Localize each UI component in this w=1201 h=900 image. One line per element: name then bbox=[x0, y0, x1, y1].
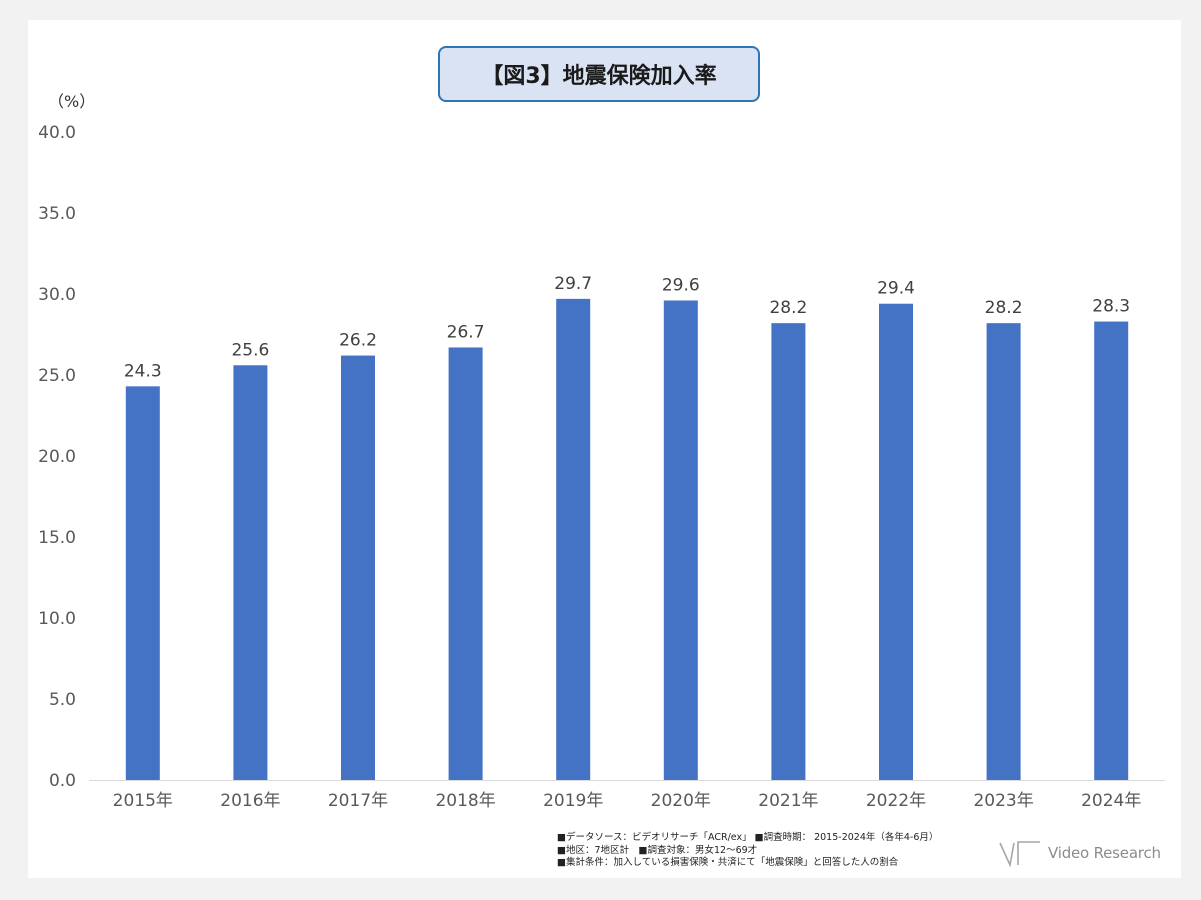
bars bbox=[125, 298, 1129, 780]
y-axis-ticks: 0.0 5.0 10.0 15.0 20.0 25.0 30.0 35.0 40.0 bbox=[38, 123, 76, 791]
footnote-area: ■地区：7地区計 ■調査対象：男女12～69才 bbox=[557, 844, 758, 856]
bar bbox=[879, 303, 913, 780]
data-label: 29.4 bbox=[877, 279, 915, 299]
x-tick-label: 2016年 bbox=[220, 791, 280, 811]
data-label: 24.3 bbox=[124, 361, 162, 381]
y-tick-label: 15.0 bbox=[38, 528, 76, 548]
x-tick-label: 2015年 bbox=[113, 791, 173, 811]
data-labels: 24.3 25.6 26.2 26.7 29.7 29.6 28.2 29.4 28.2 28.3 bbox=[124, 274, 1130, 381]
x-tick-label: 2017年 bbox=[328, 791, 388, 811]
x-tick-label: 2024年 bbox=[1081, 791, 1141, 811]
chart-title: 【図3】地震保険加入率 bbox=[438, 46, 760, 102]
bar bbox=[125, 386, 160, 780]
data-label: 25.6 bbox=[231, 340, 269, 360]
footnote-source: ■データソース：ビデオリサーチ「ACR/ex」 ■調査時期： 2015-2024… bbox=[557, 832, 939, 843]
data-label: 28.2 bbox=[985, 298, 1023, 318]
videoresearch-logo: Video Research bbox=[998, 838, 1161, 868]
y-tick-label: 5.0 bbox=[49, 690, 76, 710]
data-label: 29.6 bbox=[662, 275, 700, 295]
y-tick-label: 10.0 bbox=[38, 609, 76, 629]
data-label: 29.7 bbox=[554, 274, 592, 294]
bar bbox=[556, 298, 591, 780]
videoresearch-logo-icon bbox=[999, 841, 1040, 867]
bar bbox=[341, 355, 375, 780]
data-label: 26.7 bbox=[447, 322, 485, 342]
y-tick-label: 40.0 bbox=[38, 123, 76, 143]
x-tick-label: 2023年 bbox=[973, 791, 1033, 811]
bar bbox=[663, 300, 698, 780]
data-label: 28.3 bbox=[1092, 297, 1130, 317]
bar bbox=[1094, 321, 1129, 780]
y-axis-unit-label: （%） bbox=[48, 92, 96, 111]
logo-text: Video Research bbox=[1048, 844, 1161, 862]
footnotes: ■データソース：ビデオリサーチ「ACR/ex」 ■調査時期： 2015-2024… bbox=[557, 832, 938, 870]
x-tick-label: 2019年 bbox=[543, 791, 603, 811]
bar bbox=[771, 323, 806, 780]
data-label: 26.2 bbox=[339, 331, 377, 351]
y-tick-label: 0.0 bbox=[49, 771, 76, 791]
x-tick-label: 2021年 bbox=[758, 791, 818, 811]
y-tick-label: 30.0 bbox=[38, 285, 76, 305]
data-label: 28.2 bbox=[769, 298, 807, 318]
y-tick-label: 35.0 bbox=[38, 204, 76, 224]
bar bbox=[448, 347, 483, 780]
bar bbox=[233, 365, 268, 780]
x-tick-label: 2020年 bbox=[651, 791, 711, 811]
footnote-condition: ■集計条件：加入している損害保険・共済にて「地震保険」と回答した人の割合 bbox=[557, 857, 899, 868]
bar-chart: 0.05.010.015.020.025.030.035.040.0 24.32… bbox=[38, 123, 1165, 811]
y-tick-label: 20.0 bbox=[38, 447, 76, 467]
y-tick-label: 25.0 bbox=[38, 366, 76, 386]
x-tick-label: 2018年 bbox=[435, 791, 495, 811]
x-tick-label: 2022年 bbox=[866, 791, 926, 811]
bar bbox=[986, 323, 1021, 780]
x-axis-ticks: 2015年 2016年 2017年 2018年 2019年 2020年 2021年 2022年… bbox=[113, 791, 1142, 811]
